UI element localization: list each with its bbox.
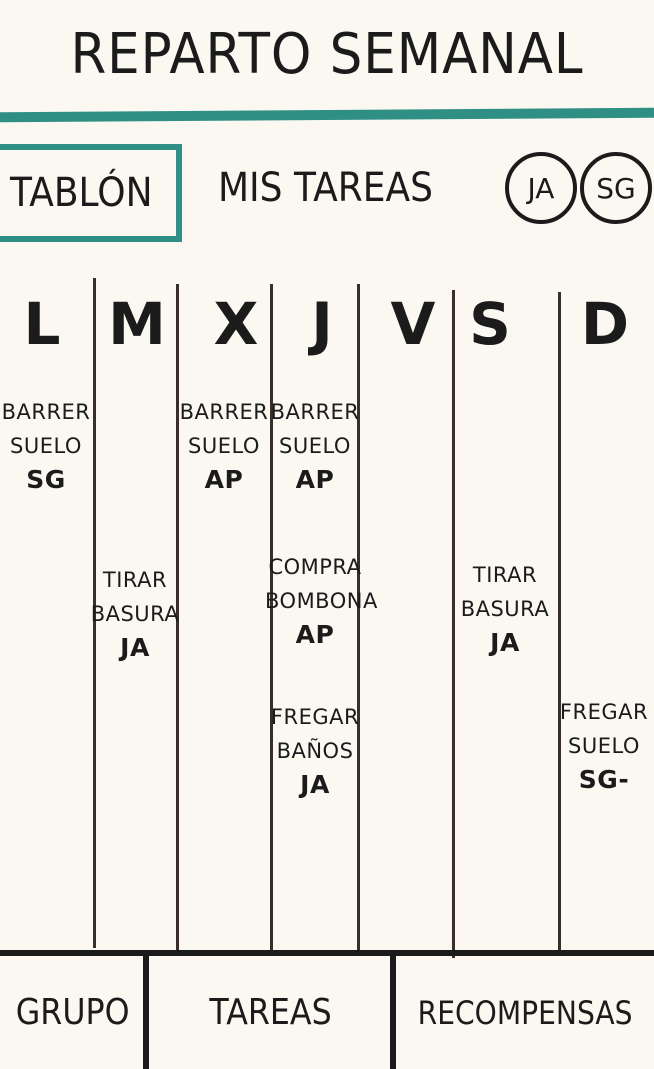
avatar-sg[interactable]: SG: [580, 152, 652, 224]
task-name-line2: BASURA: [460, 597, 550, 621]
task-card[interactable]: COMPRA BOMBONA AP: [265, 550, 378, 652]
page-title: REPARTO SEMANAL: [70, 22, 584, 87]
bottom-tab-recompensas[interactable]: RECOMPENSAS: [396, 956, 654, 1069]
tab-tablon-label: TABLÓN: [10, 170, 153, 216]
column-divider: [558, 292, 561, 950]
task-assignee: AP: [204, 465, 244, 494]
tab-tablon[interactable]: TABLÓN: [0, 144, 182, 242]
bottom-tab-recompensas-label: RECOMPENSAS: [417, 993, 633, 1032]
bottom-tab-tareas-label: TAREAS: [209, 992, 332, 1033]
column-divider: [452, 290, 455, 958]
task-name-line1: BARRER: [1, 400, 91, 424]
day-header-m: M: [108, 290, 166, 358]
task-card[interactable]: FREGAR BAÑOS JA: [265, 700, 365, 802]
column-divider: [93, 278, 96, 948]
task-name-line2: SUELO: [279, 434, 351, 458]
task-name-line1: COMPRA: [268, 555, 362, 579]
task-card[interactable]: TIRAR BASURA JA: [85, 563, 185, 665]
bottom-nav: GRUPO TAREAS RECOMPENSAS: [0, 950, 654, 1069]
task-card[interactable]: TIRAR BASURA JA: [455, 558, 555, 660]
column-divider: [270, 284, 273, 952]
column-divider: [176, 284, 179, 952]
day-header-j: J: [311, 290, 333, 358]
task-name-line2: BAÑOS: [276, 739, 354, 763]
bottom-tab-grupo-label: GRUPO: [16, 992, 130, 1033]
task-card[interactable]: BARRER SUELO AP: [174, 395, 274, 497]
day-header-l: L: [23, 290, 61, 358]
task-name-line1: FREGAR: [559, 700, 649, 724]
avatar-ja[interactable]: JA: [505, 152, 577, 224]
task-assignee: JA: [120, 633, 150, 662]
day-header-s: S: [469, 290, 511, 358]
task-name-line2: SUELO: [10, 434, 82, 458]
task-assignee: SG-: [578, 765, 630, 794]
task-name-line1: FREGAR: [270, 705, 360, 729]
task-card[interactable]: BARRER SUELO AP: [265, 395, 365, 497]
task-assignee: AP: [295, 620, 335, 649]
task-name-line1: TIRAR: [102, 568, 168, 592]
task-assignee: JA: [300, 770, 330, 799]
task-name-line1: BARRER: [270, 400, 360, 424]
task-assignee: JA: [490, 628, 520, 657]
task-assignee: AP: [295, 465, 335, 494]
day-header-v: V: [390, 290, 436, 358]
task-name-line2: SUELO: [568, 734, 640, 758]
day-header-d: D: [580, 290, 630, 358]
task-name-line2: BASURA: [90, 602, 180, 626]
column-divider: [357, 284, 360, 952]
bottom-nav-divider: [143, 956, 149, 1069]
task-name-line2: SUELO: [188, 434, 260, 458]
bottom-tab-grupo[interactable]: GRUPO: [0, 956, 146, 1069]
task-name-line1: TIRAR: [472, 563, 538, 587]
task-name-line2: BOMBONA: [265, 589, 378, 613]
day-header-x: X: [213, 290, 259, 358]
task-assignee: SG: [26, 465, 66, 494]
task-card[interactable]: BARRER SUELO SG: [0, 395, 96, 497]
tab-mis-tareas[interactable]: MIS TAREAS: [218, 165, 434, 211]
bottom-tab-tareas[interactable]: TAREAS: [149, 956, 392, 1069]
task-card[interactable]: FREGAR SUELO SG-: [556, 695, 652, 797]
task-name-line1: BARRER: [179, 400, 269, 424]
bottom-nav-divider: [390, 956, 396, 1069]
title-divider: [0, 107, 654, 123]
